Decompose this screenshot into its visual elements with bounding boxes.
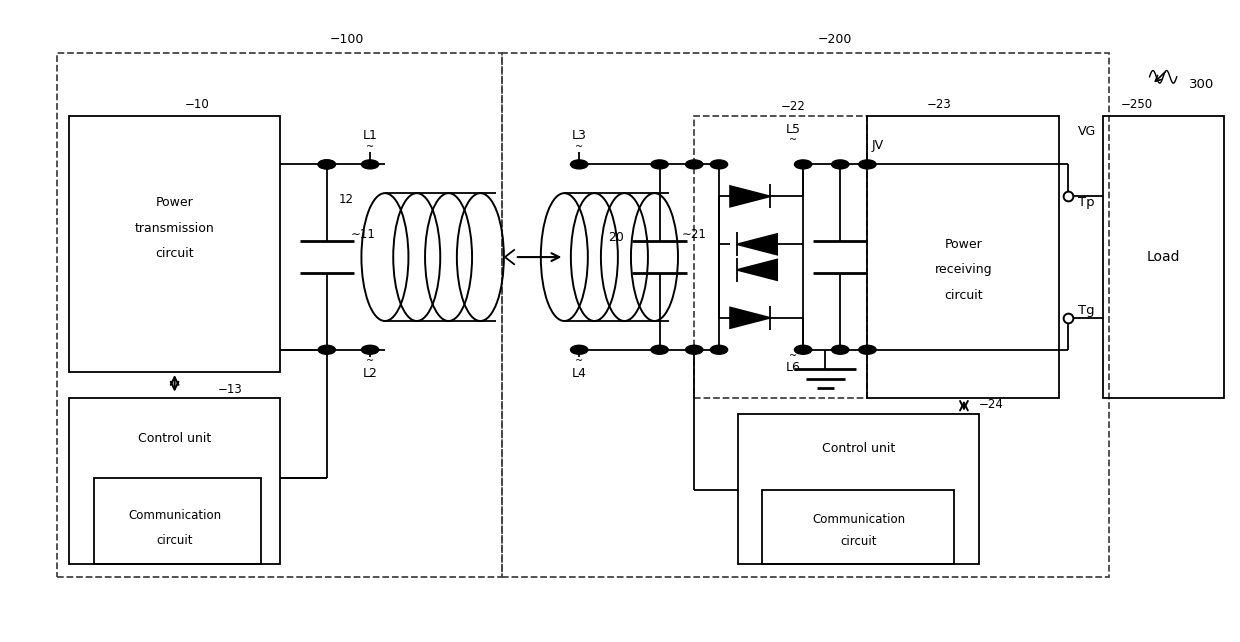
Text: Power: Power <box>156 196 193 209</box>
Text: JV: JV <box>872 139 883 152</box>
Text: −250: −250 <box>1121 98 1153 112</box>
Bar <box>763 490 954 564</box>
Circle shape <box>686 160 703 169</box>
Text: ∼21: ∼21 <box>682 228 707 241</box>
Polygon shape <box>737 234 777 255</box>
Bar <box>94 478 262 564</box>
Text: Tg: Tg <box>1078 304 1095 317</box>
Polygon shape <box>730 186 770 207</box>
Circle shape <box>686 345 703 354</box>
Text: −13: −13 <box>218 383 243 396</box>
Circle shape <box>361 345 378 354</box>
Bar <box>868 116 1059 397</box>
Text: Load: Load <box>1147 250 1180 264</box>
Text: circuit: circuit <box>945 289 983 302</box>
Text: −100: −100 <box>330 33 363 46</box>
Text: Control unit: Control unit <box>822 442 895 455</box>
Circle shape <box>859 345 877 354</box>
Text: 12: 12 <box>340 193 355 206</box>
Bar <box>69 116 280 372</box>
Circle shape <box>319 160 336 169</box>
Bar <box>1102 116 1224 397</box>
Text: ~: ~ <box>789 135 797 145</box>
Circle shape <box>832 345 849 354</box>
Circle shape <box>570 345 588 354</box>
Text: ~: ~ <box>366 141 374 152</box>
Text: ~: ~ <box>575 141 583 152</box>
Text: VG: VG <box>1078 125 1096 138</box>
Circle shape <box>832 160 849 169</box>
Text: −22: −22 <box>781 100 806 114</box>
Text: circuit: circuit <box>156 534 193 547</box>
Bar <box>502 53 1109 577</box>
Polygon shape <box>737 259 777 280</box>
Text: Control unit: Control unit <box>138 432 211 445</box>
Polygon shape <box>730 308 770 328</box>
Circle shape <box>570 160 588 169</box>
Bar <box>738 413 978 564</box>
Bar <box>57 53 502 577</box>
Circle shape <box>651 160 668 169</box>
Text: Tp: Tp <box>1078 196 1095 209</box>
Circle shape <box>319 345 336 354</box>
Bar <box>69 397 280 564</box>
Text: L2: L2 <box>362 367 377 380</box>
Text: ~: ~ <box>789 351 797 361</box>
Circle shape <box>361 160 378 169</box>
Text: ~: ~ <box>575 356 583 367</box>
Text: 20: 20 <box>609 231 624 245</box>
Text: −24: −24 <box>978 397 1003 411</box>
Text: circuit: circuit <box>155 247 193 261</box>
Text: −10: −10 <box>185 98 210 112</box>
Circle shape <box>795 160 812 169</box>
Circle shape <box>711 160 728 169</box>
Text: L1: L1 <box>362 129 377 142</box>
Bar <box>694 116 868 397</box>
Circle shape <box>711 345 728 354</box>
Text: L5: L5 <box>786 123 801 135</box>
Circle shape <box>319 160 336 169</box>
Text: Communication: Communication <box>128 509 221 522</box>
Text: Power: Power <box>945 238 983 251</box>
Circle shape <box>859 160 877 169</box>
Text: −23: −23 <box>926 98 951 112</box>
Text: L4: L4 <box>572 367 587 380</box>
Text: receiving: receiving <box>935 263 993 276</box>
Circle shape <box>795 345 812 354</box>
Text: 300: 300 <box>1189 78 1214 91</box>
Text: circuit: circuit <box>841 535 877 548</box>
Text: ~: ~ <box>366 356 374 367</box>
Text: transmission: transmission <box>135 222 215 235</box>
Circle shape <box>651 345 668 354</box>
Text: −200: −200 <box>818 33 852 46</box>
Text: L3: L3 <box>572 129 587 142</box>
Text: L6: L6 <box>786 361 801 374</box>
Text: Communication: Communication <box>812 513 905 526</box>
Text: ∼11: ∼11 <box>350 228 376 241</box>
